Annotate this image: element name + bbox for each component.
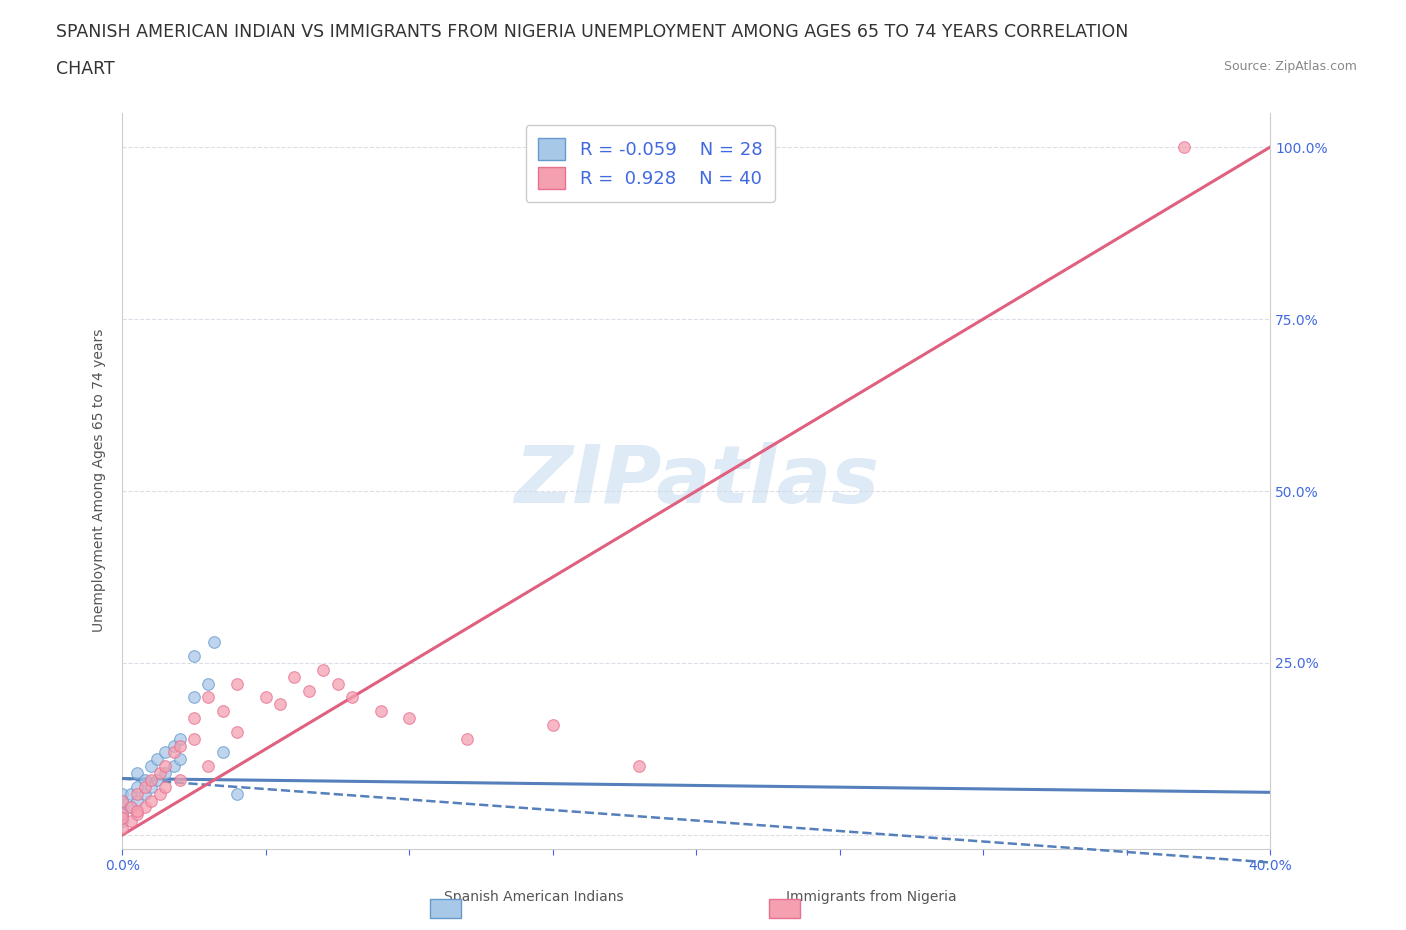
Point: [125, 786, 148, 801]
Point: [139, 793, 162, 808]
Point: [298, 683, 321, 698]
Point: [183, 648, 205, 663]
Text: CHART: CHART: [56, 60, 115, 78]
Point: [169, 738, 191, 753]
Point: [183, 690, 205, 705]
Point: [211, 704, 233, 719]
Point: [111, 786, 134, 801]
Point: [627, 759, 650, 774]
Point: [169, 731, 191, 746]
Point: [120, 814, 142, 829]
Point: [254, 690, 277, 705]
Point: [226, 676, 249, 691]
Point: [456, 731, 478, 746]
Point: [145, 773, 167, 788]
Text: SPANISH AMERICAN INDIAN VS IMMIGRANTS FROM NIGERIA UNEMPLOYMENT AMONG AGES 65 TO: SPANISH AMERICAN INDIAN VS IMMIGRANTS FR…: [56, 23, 1129, 41]
Point: [111, 807, 134, 822]
Point: [541, 717, 564, 732]
Point: [139, 759, 162, 774]
Point: [120, 786, 142, 801]
Y-axis label: Unemployment Among Ages 65 to 74 years: Unemployment Among Ages 65 to 74 years: [93, 329, 107, 632]
Point: [163, 738, 186, 753]
Point: [125, 765, 148, 780]
Point: [155, 779, 177, 794]
Point: [134, 779, 156, 794]
Point: [183, 731, 205, 746]
Point: [226, 724, 249, 739]
Point: [398, 711, 420, 725]
Point: [125, 779, 148, 794]
Point: [149, 786, 172, 801]
Point: [155, 765, 177, 780]
Point: [312, 662, 335, 677]
Text: Source: ZipAtlas.com: Source: ZipAtlas.com: [1223, 60, 1357, 73]
Point: [125, 807, 148, 822]
Point: [183, 711, 205, 725]
Point: [211, 745, 233, 760]
Text: Spanish American Indians: Spanish American Indians: [444, 890, 624, 904]
Point: [340, 690, 363, 705]
Point: [111, 793, 134, 808]
Point: [149, 765, 172, 780]
Point: [111, 807, 134, 822]
Point: [197, 759, 219, 774]
Point: [111, 820, 134, 835]
Point: [155, 745, 177, 760]
Point: [326, 676, 349, 691]
Point: [226, 786, 249, 801]
Point: [269, 697, 291, 711]
Point: [163, 759, 186, 774]
Point: [370, 704, 392, 719]
Point: [155, 759, 177, 774]
Point: [125, 793, 148, 808]
Point: [120, 800, 142, 815]
Text: ZIPatlas: ZIPatlas: [513, 442, 879, 520]
Point: [120, 800, 142, 815]
Point: [111, 814, 134, 829]
Point: [134, 773, 156, 788]
Point: [202, 635, 225, 650]
Point: [134, 786, 156, 801]
Point: [169, 751, 191, 766]
Point: [283, 670, 305, 684]
Text: Immigrants from Nigeria: Immigrants from Nigeria: [786, 890, 957, 904]
Point: [145, 751, 167, 766]
Point: [134, 800, 156, 815]
Point: [139, 773, 162, 788]
Point: [197, 676, 219, 691]
Point: [163, 745, 186, 760]
Point: [111, 810, 134, 825]
Point: [125, 804, 148, 818]
Point: [197, 690, 219, 705]
Point: [169, 773, 191, 788]
Point: [111, 800, 134, 815]
Point: [1173, 140, 1195, 154]
Legend: R = -0.059    N = 28, R =  0.928    N = 40: R = -0.059 N = 28, R = 0.928 N = 40: [526, 126, 775, 202]
Point: [111, 793, 134, 808]
Point: [139, 779, 162, 794]
